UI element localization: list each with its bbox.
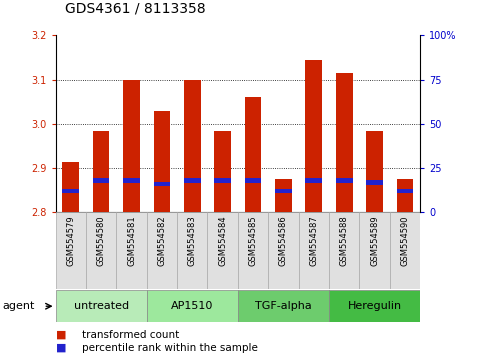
Bar — [184, 178, 200, 183]
FancyBboxPatch shape — [329, 290, 420, 322]
Bar — [366, 131, 383, 212]
Bar — [154, 111, 170, 212]
Text: GSM554589: GSM554589 — [370, 216, 379, 266]
Bar — [397, 179, 413, 212]
FancyBboxPatch shape — [116, 212, 147, 289]
Bar — [397, 189, 413, 193]
Bar — [93, 178, 110, 183]
Bar — [245, 178, 261, 183]
FancyBboxPatch shape — [56, 290, 147, 322]
Text: GSM554581: GSM554581 — [127, 216, 136, 266]
Text: ■: ■ — [56, 343, 66, 353]
FancyBboxPatch shape — [56, 212, 86, 289]
Bar — [62, 161, 79, 212]
FancyBboxPatch shape — [390, 212, 420, 289]
Bar — [123, 80, 140, 212]
FancyBboxPatch shape — [359, 212, 390, 289]
Bar — [275, 189, 292, 193]
Bar — [123, 178, 140, 183]
Bar — [366, 180, 383, 184]
Text: transformed count: transformed count — [82, 330, 179, 339]
FancyBboxPatch shape — [298, 212, 329, 289]
Text: GSM554579: GSM554579 — [66, 216, 75, 266]
Bar — [214, 178, 231, 183]
Bar — [336, 73, 353, 212]
Bar — [305, 178, 322, 183]
Text: GSM554588: GSM554588 — [340, 216, 349, 266]
FancyBboxPatch shape — [238, 212, 268, 289]
Text: GSM554585: GSM554585 — [249, 216, 257, 266]
Text: ■: ■ — [56, 330, 66, 339]
Text: GSM554590: GSM554590 — [400, 216, 410, 266]
Text: untreated: untreated — [73, 301, 128, 311]
Bar — [214, 131, 231, 212]
FancyBboxPatch shape — [177, 212, 208, 289]
FancyBboxPatch shape — [147, 290, 238, 322]
Text: GSM554582: GSM554582 — [157, 216, 167, 266]
Text: GDS4361 / 8113358: GDS4361 / 8113358 — [65, 2, 206, 16]
Bar — [275, 179, 292, 212]
Bar — [305, 60, 322, 212]
Bar — [336, 178, 353, 183]
Text: agent: agent — [2, 301, 35, 311]
Bar — [62, 189, 79, 193]
FancyBboxPatch shape — [268, 212, 298, 289]
Bar — [245, 97, 261, 212]
FancyBboxPatch shape — [86, 212, 116, 289]
FancyBboxPatch shape — [208, 212, 238, 289]
Text: GSM554583: GSM554583 — [188, 216, 197, 266]
FancyBboxPatch shape — [147, 212, 177, 289]
Text: TGF-alpha: TGF-alpha — [255, 301, 312, 311]
Text: percentile rank within the sample: percentile rank within the sample — [82, 343, 258, 353]
Text: GSM554580: GSM554580 — [97, 216, 106, 266]
Bar — [93, 131, 110, 212]
Text: GSM554584: GSM554584 — [218, 216, 227, 266]
FancyBboxPatch shape — [238, 290, 329, 322]
FancyBboxPatch shape — [329, 212, 359, 289]
Bar — [154, 182, 170, 186]
Text: Heregulin: Heregulin — [348, 301, 402, 311]
Bar — [184, 80, 200, 212]
Text: GSM554586: GSM554586 — [279, 216, 288, 266]
Text: AP1510: AP1510 — [171, 301, 213, 311]
Text: GSM554587: GSM554587 — [309, 216, 318, 266]
